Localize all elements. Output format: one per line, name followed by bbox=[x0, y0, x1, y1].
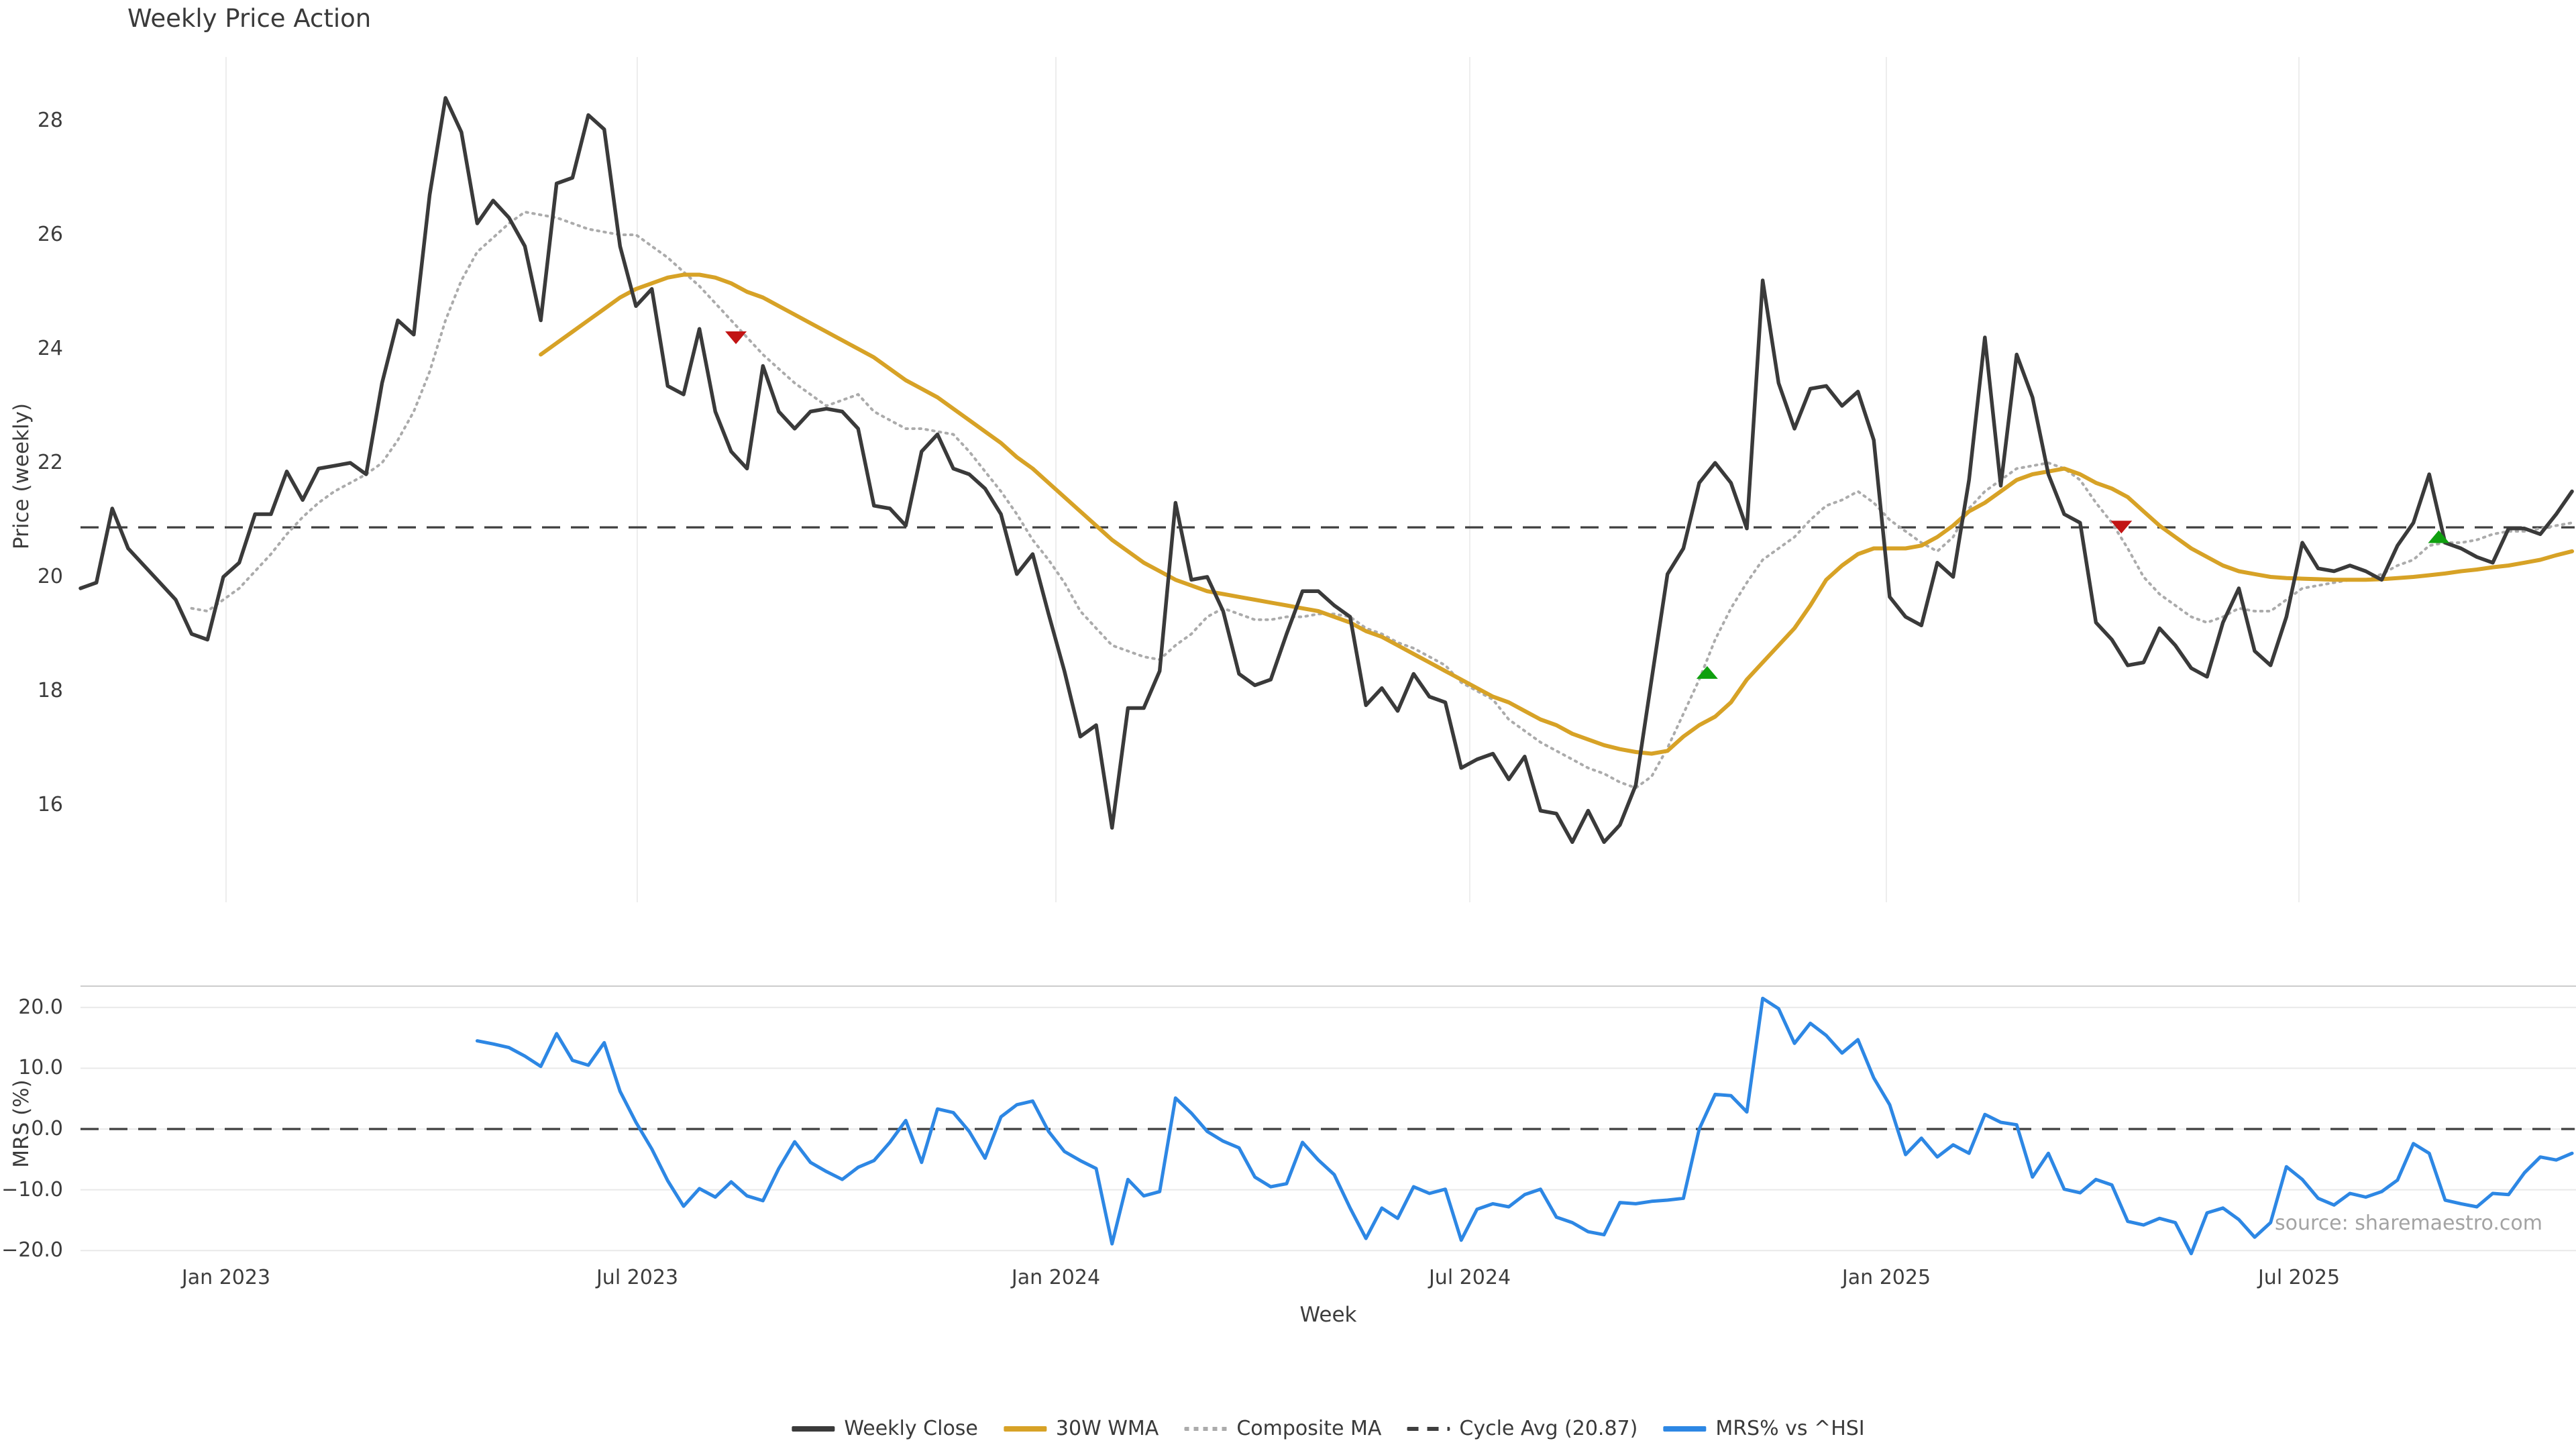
legend-label: Cycle Avg (20.87) bbox=[1459, 1417, 1638, 1440]
x-axis-label: Week bbox=[1299, 1303, 1357, 1327]
x-tick: Jul 2024 bbox=[1428, 1266, 1511, 1289]
legend-item-composite-ma: Composite MA bbox=[1184, 1417, 1381, 1440]
price-ytick: 20 bbox=[37, 565, 63, 588]
legend-label: Composite MA bbox=[1236, 1417, 1382, 1440]
legend: Weekly Close 30W WMA Composite MA Cycle … bbox=[792, 1417, 1865, 1440]
legend-item-mrs: MRS% vs ^HSI bbox=[1663, 1417, 1865, 1440]
legend-item-weekly-close: Weekly Close bbox=[792, 1417, 978, 1440]
buy-marker-icon bbox=[2428, 530, 2450, 543]
legend-label: MRS% vs ^HSI bbox=[1715, 1417, 1865, 1440]
price-axis-label: Price (weekly) bbox=[9, 402, 34, 550]
mrs-axis-label: MRS (%) bbox=[9, 1079, 34, 1168]
wma-swatch-icon bbox=[1003, 1426, 1046, 1432]
x-tick: Jan 2025 bbox=[1841, 1266, 1931, 1289]
price-ytick: 24 bbox=[37, 337, 63, 360]
x-tick: Jul 2025 bbox=[2257, 1266, 2341, 1289]
legend-item-30w-wma: 30W WMA bbox=[1003, 1417, 1159, 1440]
x-tick: Jul 2023 bbox=[596, 1266, 679, 1289]
price-ytick: 28 bbox=[37, 109, 63, 132]
sell-marker-icon bbox=[725, 331, 747, 345]
sell-marker-icon bbox=[2110, 521, 2133, 534]
price-ytick: 22 bbox=[37, 451, 63, 474]
x-tick: Jan 2024 bbox=[1011, 1266, 1101, 1289]
mrs-ytick: 0.0 bbox=[31, 1117, 63, 1140]
cycle-avg-swatch-icon bbox=[1407, 1426, 1450, 1431]
buy-marker-icon bbox=[1696, 665, 1718, 679]
mrs-ytick: 20.0 bbox=[18, 996, 63, 1019]
x-tick: Jan 2023 bbox=[181, 1266, 271, 1289]
mrs-ytick: 10.0 bbox=[18, 1056, 63, 1079]
mrs-ytick: −20.0 bbox=[1, 1238, 63, 1262]
legend-item-cycle-avg: Cycle Avg (20.87) bbox=[1407, 1417, 1638, 1440]
composite-swatch-icon bbox=[1184, 1426, 1228, 1431]
mrs-swatch-icon bbox=[1663, 1426, 1707, 1432]
price-ytick: 18 bbox=[37, 679, 63, 702]
legend-label: 30W WMA bbox=[1055, 1417, 1159, 1440]
price-ytick: 16 bbox=[37, 793, 63, 816]
legend-label: Weekly Close bbox=[844, 1417, 978, 1440]
chart-title: Weekly Price Action bbox=[127, 4, 372, 33]
source-watermark: source: sharemaestro.com bbox=[2275, 1212, 2542, 1235]
price-ytick: 26 bbox=[37, 223, 63, 246]
weekly-close-swatch-icon bbox=[792, 1426, 835, 1432]
mrs-ytick: −10.0 bbox=[1, 1178, 63, 1201]
